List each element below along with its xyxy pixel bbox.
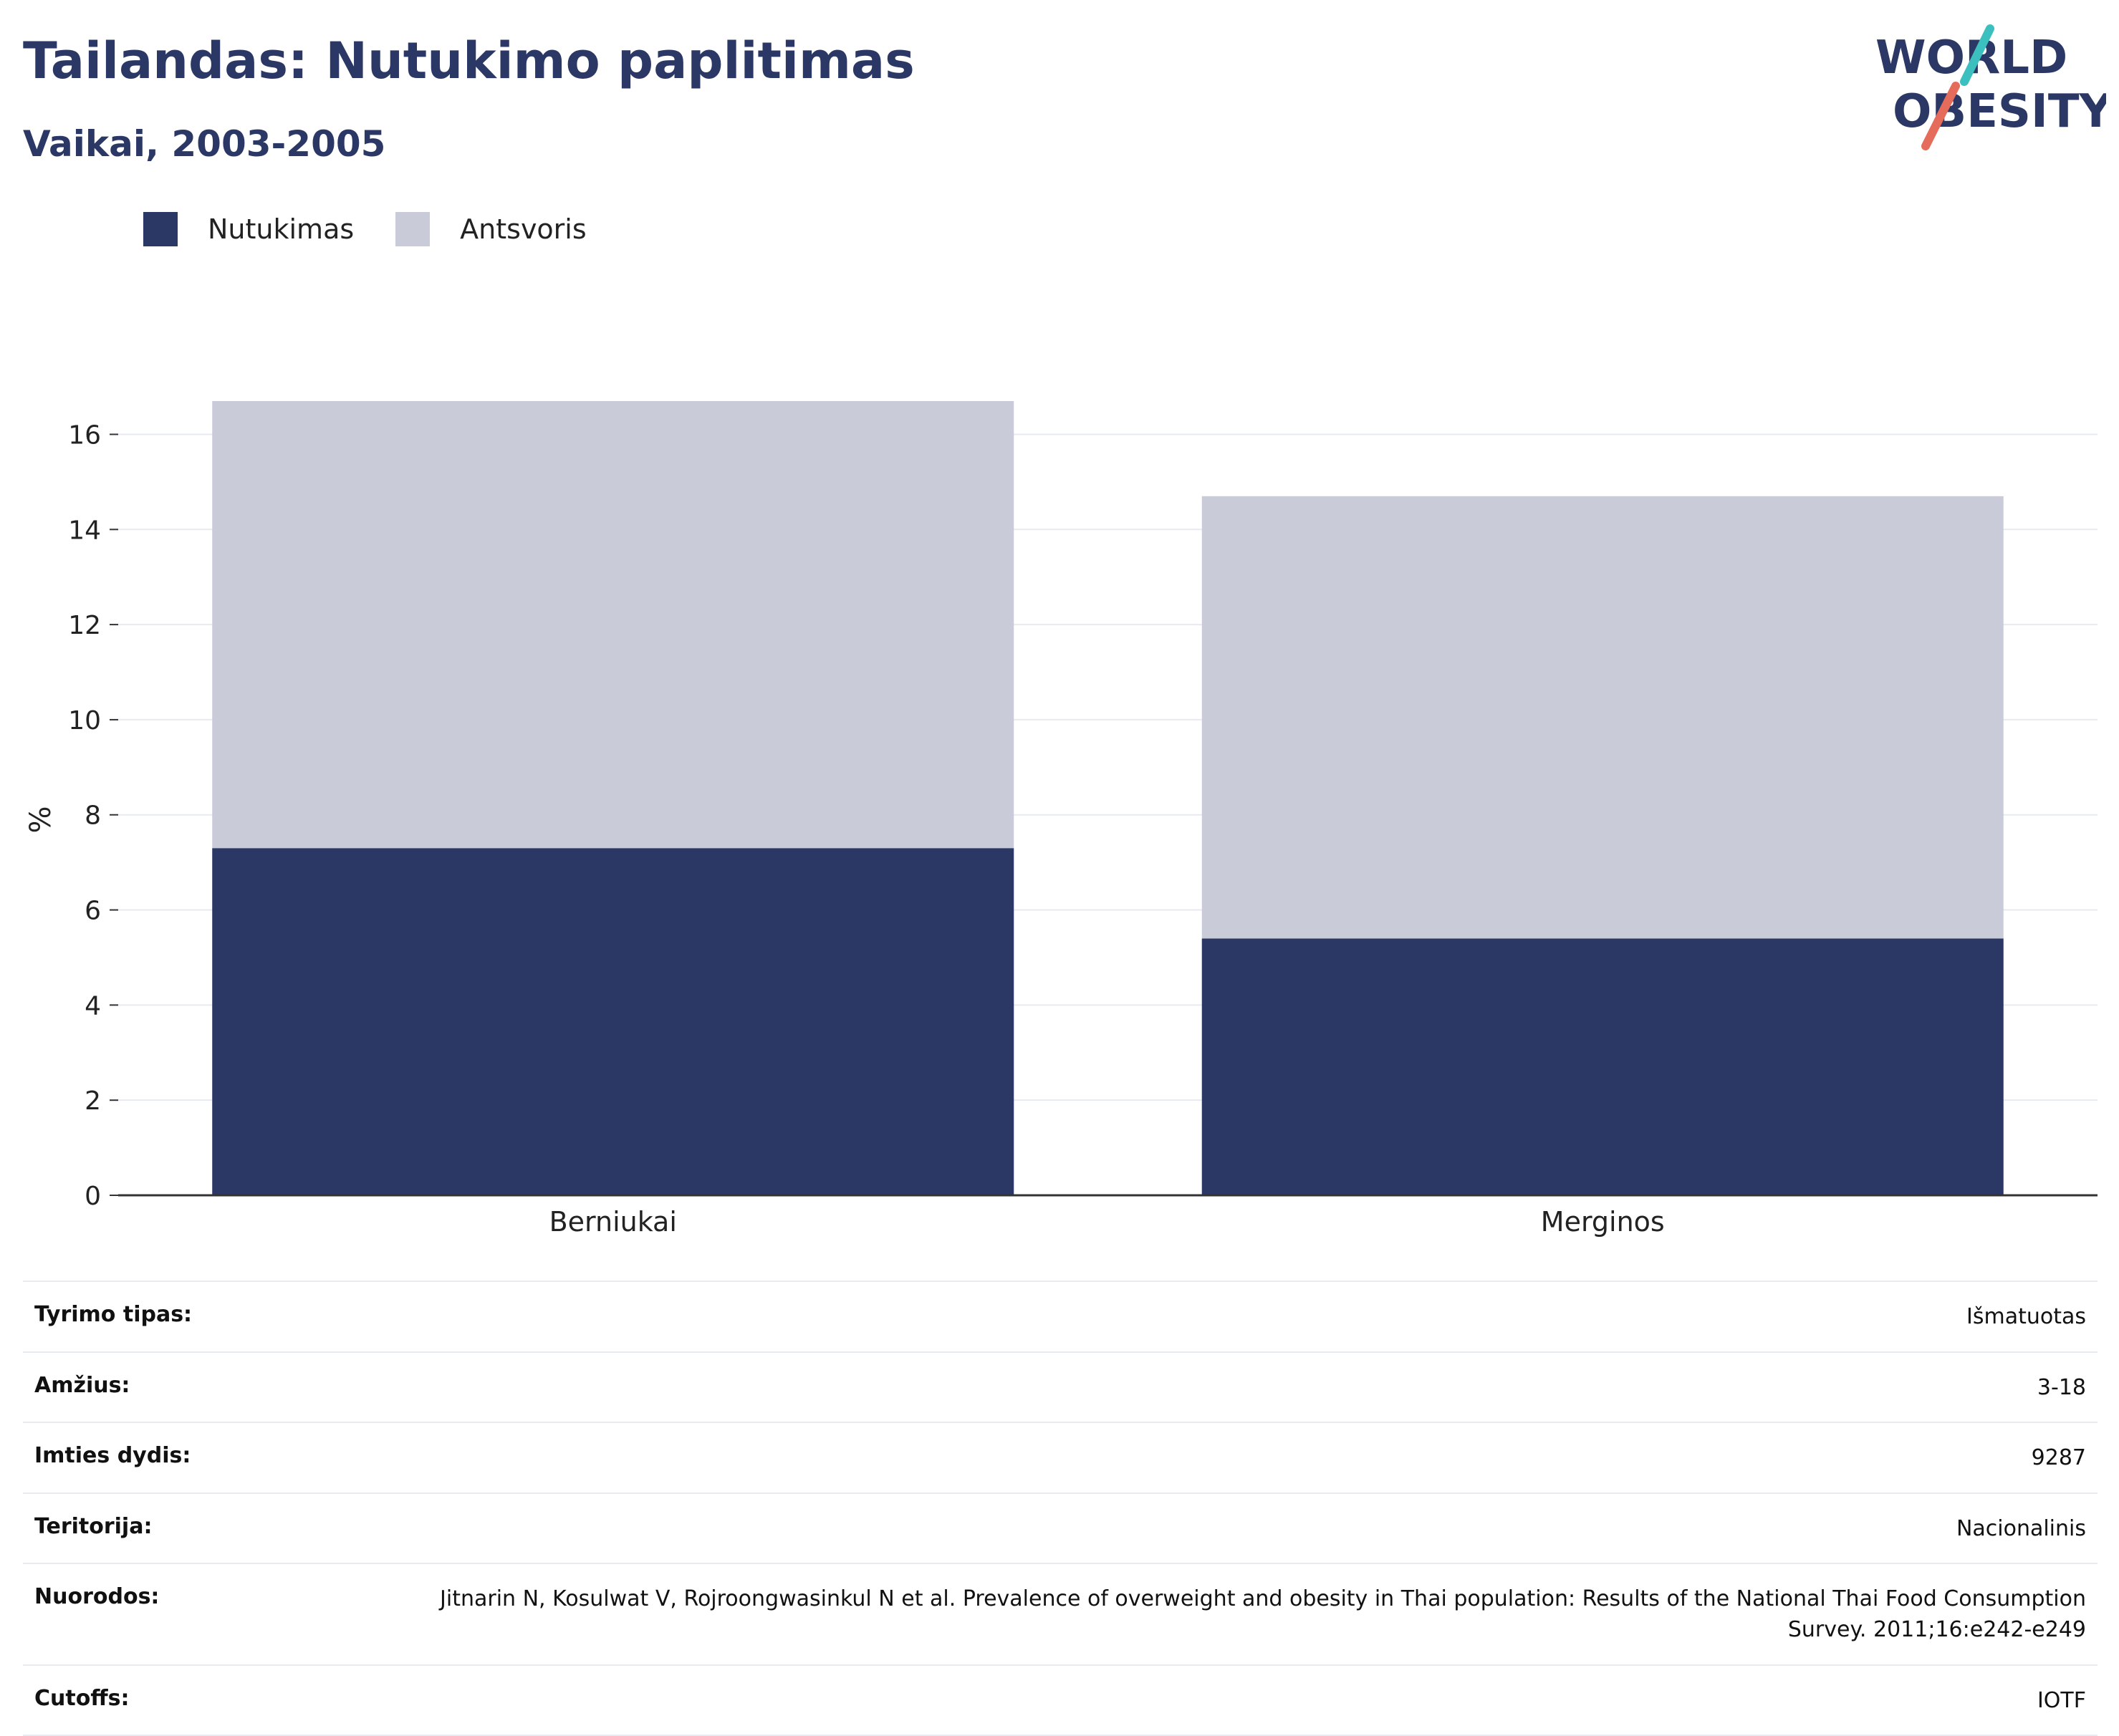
- info-value: IOTF: [2037, 1687, 2086, 1713]
- page-title: Tailandas: Nutukimo paplitimas: [23, 32, 915, 90]
- bar-overweight: [1201, 496, 2004, 939]
- info-value: 9287: [2031, 1445, 2086, 1471]
- chart-legend: Nutukimas Antsvoris: [143, 212, 628, 246]
- bar-overweight: [212, 401, 1014, 849]
- logo-slash-red: [1921, 82, 1960, 150]
- page-subtitle: Vaikai, 2003-2005: [23, 123, 386, 165]
- x-tick-label: Merginos: [1541, 1206, 1665, 1238]
- legend-swatch-overweight: [395, 212, 431, 246]
- stacked-bar-chart: 0 2 4 6 8 10 12 14 16% Berniukai Merginos: [24, 401, 2098, 1238]
- x-tick-label: Berniukai: [549, 1206, 677, 1238]
- info-row: Tyrimo tipas: Išmatuotas: [23, 1281, 2098, 1351]
- info-value: Nacionalinis: [1956, 1515, 2086, 1541]
- info-label: Tyrimo tipas:: [34, 1302, 193, 1327]
- info-label: Amžius:: [34, 1372, 130, 1398]
- legend-item-overweight[interactable]: Antsvoris: [395, 212, 587, 246]
- info-value: Išmatuotas: [1966, 1304, 2086, 1329]
- y-tick-label: 6: [85, 897, 101, 926]
- info-row: Nuorodos: Jitnarin N, Kosulwat V, Rojroo…: [23, 1563, 2098, 1664]
- logo-text-obesity: OBESITY: [1893, 85, 2106, 138]
- y-tick-label: 16: [68, 420, 101, 450]
- legend-swatch-obesity: [143, 212, 178, 246]
- bar-obesity: [212, 848, 1014, 1195]
- info-table: Tyrimo tipas: Išmatuotas Amžius: 3-18 Im…: [23, 1281, 2098, 1736]
- y-tick-label: 8: [85, 801, 101, 831]
- y-axis-title: %: [24, 806, 57, 833]
- bar-obesity: [1201, 938, 2004, 1195]
- y-tick-label: 12: [68, 611, 101, 640]
- legend-label-overweight: Antsvoris: [460, 213, 587, 245]
- info-value: Jitnarin N, Kosulwat V, Rojroongwasinkul…: [440, 1586, 2086, 1642]
- info-label: Nuorodos:: [34, 1584, 160, 1610]
- info-row: Imties dydis: 9287: [23, 1422, 2098, 1493]
- y-tick-label: 0: [85, 1182, 101, 1211]
- world-obesity-logo: WORLD OBESITY: [1875, 24, 2106, 150]
- y-tick-label: 14: [68, 516, 101, 545]
- legend-label-obesity: Nutukimas: [208, 213, 355, 245]
- y-tick-label: 2: [85, 1086, 101, 1116]
- info-row: Teritorija: Nacionalinis: [23, 1492, 2098, 1563]
- info-label: Imties dydis:: [34, 1443, 191, 1469]
- legend-item-obesity[interactable]: Nutukimas: [143, 212, 354, 246]
- y-tick-label: 10: [68, 706, 101, 736]
- info-value: 3-18: [2037, 1374, 2086, 1400]
- logo-slash-teal: [1960, 24, 1994, 86]
- info-row: Amžius: 3-18: [23, 1351, 2098, 1422]
- y-tick-label: 4: [85, 991, 101, 1021]
- info-label: Teritorija:: [34, 1513, 153, 1539]
- info-row: Cutoffs: IOTF: [23, 1664, 2098, 1736]
- info-label: Cutoffs:: [34, 1685, 130, 1711]
